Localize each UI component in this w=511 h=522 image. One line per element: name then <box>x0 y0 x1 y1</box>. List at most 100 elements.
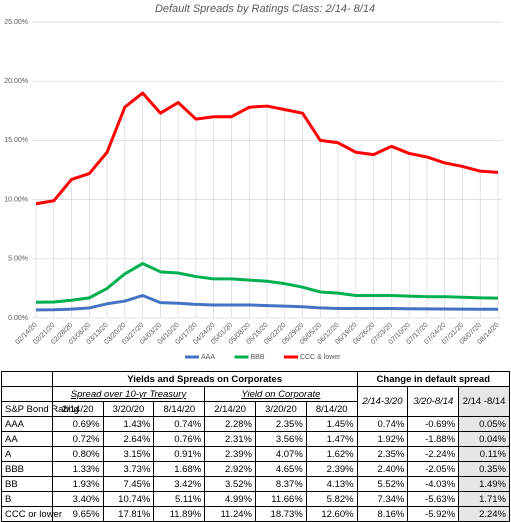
cell: 11.66% <box>254 491 307 507</box>
legend-label: BBB <box>251 354 265 361</box>
cell: 3.56% <box>254 431 307 447</box>
cell: 0.35% <box>458 461 510 477</box>
date-header: 2/14/20 <box>204 401 256 417</box>
cell: 4.65% <box>254 461 307 477</box>
cell: 18.73% <box>254 506 307 522</box>
spread-table: Yields and Spreads on Corporates Change … <box>1 371 511 522</box>
cell: -5.92% <box>407 506 460 522</box>
cell: 4.13% <box>305 476 358 492</box>
sub-header: Yield on Corporate <box>204 386 358 402</box>
legend-label: CCC & lower <box>300 354 341 361</box>
date-header: 3/20/20 <box>254 401 307 417</box>
cell: -4.03% <box>407 476 460 492</box>
table-row: A 0.80% 3.15% 0.91% 2.39% 4.07% 1.62% 2.35% -2.2… <box>1 446 510 462</box>
table-row: AAA 0.69% 1.43% 0.74% 2.28% 2.35% 1.45% 0.74% -0… <box>1 416 510 432</box>
change-header: 2/14-3/20 <box>356 386 409 417</box>
sub-header: Spread over 10-yr Treasury <box>51 386 206 402</box>
date-header: 3/20/20 <box>102 401 155 417</box>
cell: 3.40% <box>51 491 104 507</box>
rating: BBB <box>1 461 53 477</box>
cell: 17.81% <box>102 506 155 522</box>
cell: 8.16% <box>356 506 409 522</box>
cell: 0.76% <box>153 431 206 447</box>
cell: 5.82% <box>305 491 358 507</box>
cell <box>1 371 53 387</box>
cell: -2.05% <box>407 461 460 477</box>
cell: 1.47% <box>305 431 358 447</box>
cell: 2.39% <box>204 446 256 462</box>
table-row: BB 1.93% 7.45% 3.42% 3.52% 8.37% 4.13% 5.52% -4.… <box>1 476 510 492</box>
cell: 2.64% <box>102 431 155 447</box>
rating: CCC or lower <box>1 506 62 522</box>
date-header: 8/14/20 <box>153 401 206 417</box>
rating-header: S&P Bond Rating <box>1 401 79 417</box>
rating: A <box>1 446 53 462</box>
cell: -5.63% <box>407 491 460 507</box>
cell: 0.11% <box>458 446 510 462</box>
cell: 0.05% <box>458 416 510 432</box>
table-row: B 3.40% 10.74% 5.11% 4.99% 11.66% 5.82% 7.34% -5… <box>1 491 510 507</box>
y-tick-label: 5.00% <box>8 256 28 263</box>
cell: 0.74% <box>356 416 409 432</box>
cell: 3.52% <box>204 476 256 492</box>
cell: 3.73% <box>102 461 155 477</box>
cell: 4.07% <box>254 446 307 462</box>
cell: 0.69% <box>51 416 104 432</box>
cell: 5.11% <box>153 491 206 507</box>
y-tick-label: 0.00% <box>8 315 28 322</box>
y-tick-label: 10.00% <box>4 196 28 203</box>
cell: 0.74% <box>153 416 206 432</box>
cell: 2.24% <box>458 506 510 522</box>
cell: 2.39% <box>305 461 358 477</box>
cell: 4.99% <box>204 491 256 507</box>
cell: 9.65% <box>51 506 104 522</box>
cell: 10.74% <box>102 491 155 507</box>
cell: 5.52% <box>356 476 409 492</box>
cell: 1.68% <box>153 461 206 477</box>
cell: -2.24% <box>407 446 460 462</box>
cell: 0.04% <box>458 431 510 447</box>
cell: 2.35% <box>356 446 409 462</box>
cell: -0.69% <box>407 416 460 432</box>
cell: -1.88% <box>407 431 460 447</box>
cell: 1.62% <box>305 446 358 462</box>
cell: 0.91% <box>153 446 206 462</box>
cell: 3.42% <box>153 476 206 492</box>
chart-title: Default Spreads by Ratings Class: 2/14- … <box>155 3 375 15</box>
cell: 0.72% <box>51 431 104 447</box>
table-row: CCC or lower 9.65% 17.81% 11.89% 11.24% 18.73… <box>1 506 510 522</box>
group-header: Change in default spread <box>356 371 511 387</box>
cell: 3.15% <box>102 446 155 462</box>
chart: Default Spreads by Ratings Class: 2/14- … <box>4 3 502 361</box>
cell: 2.28% <box>204 416 256 432</box>
cell: 1.92% <box>356 431 409 447</box>
rating: BB <box>1 476 53 492</box>
series-line <box>35 262 499 304</box>
cell: 1.45% <box>305 416 358 432</box>
change-header: 3/20-8/14 <box>407 386 460 417</box>
cell <box>1 386 53 402</box>
cell: 2.31% <box>204 431 256 447</box>
rating: B <box>1 491 53 507</box>
change-header: 2/14 -8/14 <box>458 386 510 417</box>
cell: 11.24% <box>204 506 256 522</box>
table-row: BBB 1.33% 3.73% 1.68% 2.92% 4.65% 2.39% 2.40% -2… <box>1 461 510 477</box>
y-tick-label: 15.00% <box>4 137 28 144</box>
cell: 7.45% <box>102 476 155 492</box>
series-line <box>35 91 499 206</box>
cell: 1.49% <box>458 476 510 492</box>
cell: 1.43% <box>102 416 155 432</box>
cell: 2.35% <box>254 416 307 432</box>
y-tick-label: 25.00% <box>4 19 28 26</box>
cell: 8.37% <box>254 476 307 492</box>
cell: 1.71% <box>458 491 510 507</box>
table-row: AA 0.72% 2.64% 0.76% 2.31% 3.56% 1.47% 1.92% -1.… <box>1 431 510 447</box>
group-header: Yields and Spreads on Corporates <box>51 371 358 387</box>
cell: 11.89% <box>153 506 206 522</box>
cell: 2.92% <box>204 461 256 477</box>
cell: 0.80% <box>51 446 104 462</box>
rating: AAA <box>1 416 53 432</box>
legend-label: AAA <box>201 354 215 361</box>
cell: 2.40% <box>356 461 409 477</box>
